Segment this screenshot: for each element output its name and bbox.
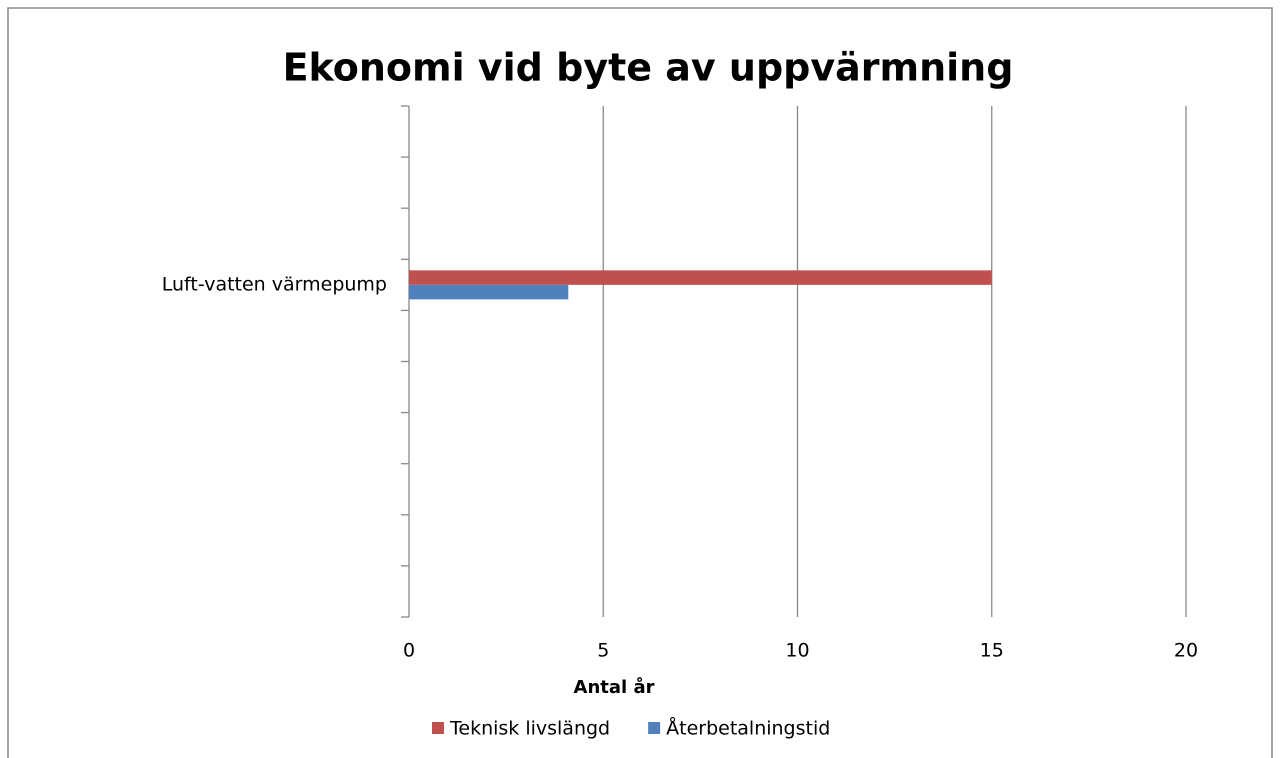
legend-label: Återbetalningstid <box>666 717 830 740</box>
legend-swatch <box>648 722 661 734</box>
y-tick-label: Luft-vatten värmepump <box>162 273 387 295</box>
chart-title: Ekonomi vid byte av uppvärmning <box>283 46 1014 90</box>
x-tick-label: 20 <box>1174 640 1198 662</box>
x-tick-label: 15 <box>980 640 1004 662</box>
legend-label: Teknisk livslängd <box>449 718 610 740</box>
x-axis-label: Antal år <box>574 676 655 698</box>
x-tick-label: 5 <box>597 640 609 662</box>
chart-border <box>7 7 1273 758</box>
x-tick-label: 0 <box>403 640 415 662</box>
x-tick-label: 10 <box>785 640 809 662</box>
bar <box>409 270 992 285</box>
bar <box>409 284 569 300</box>
legend-swatch <box>432 722 444 734</box>
